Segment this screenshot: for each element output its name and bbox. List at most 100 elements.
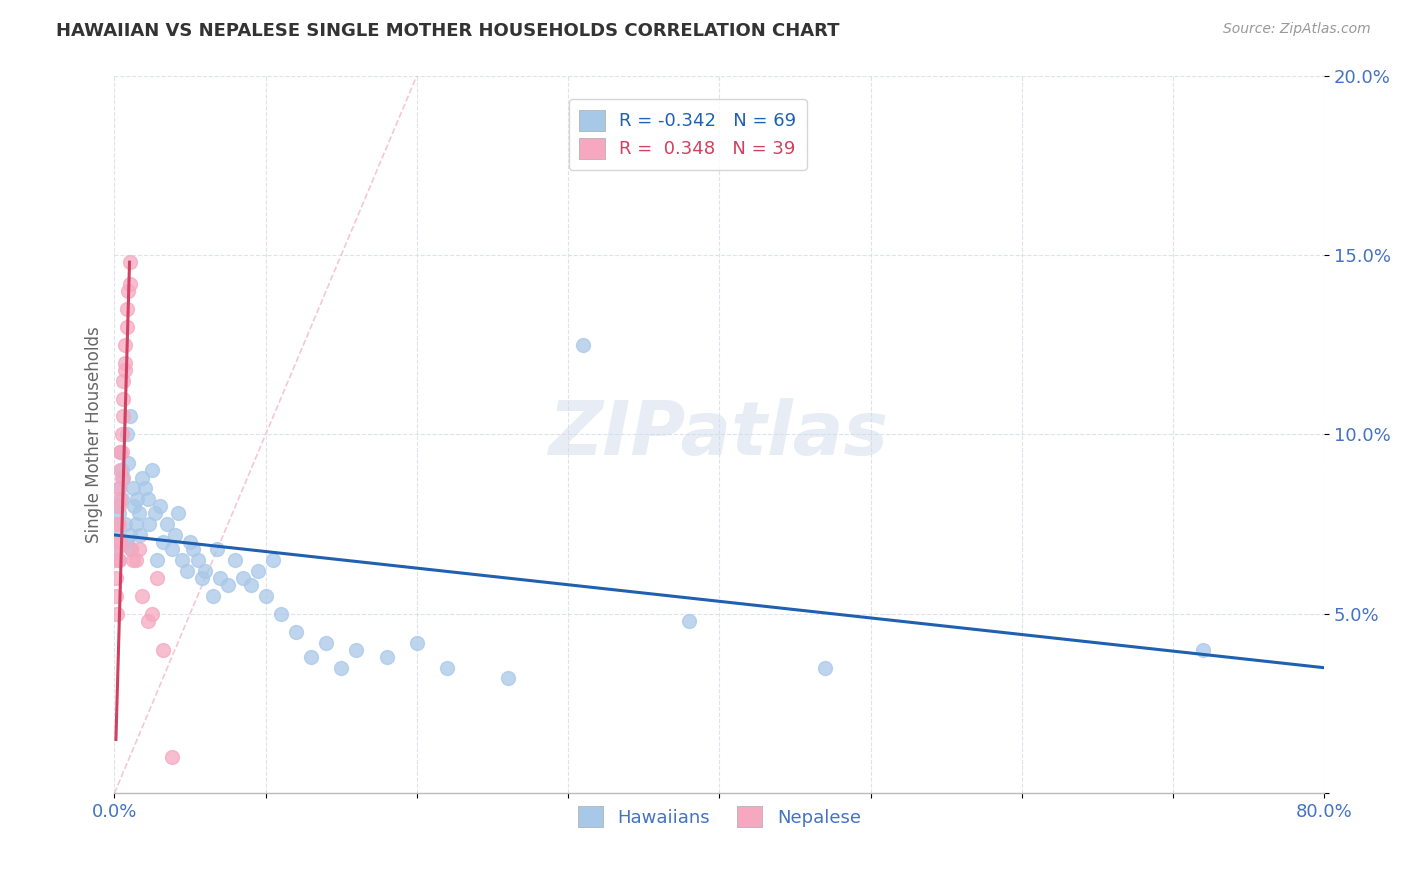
Text: Source: ZipAtlas.com: Source: ZipAtlas.com bbox=[1223, 22, 1371, 37]
Point bbox=[108, 481, 131, 495]
Point bbox=[152, 535, 174, 549]
Point bbox=[299, 650, 322, 665]
Point bbox=[270, 607, 292, 621]
Point bbox=[152, 642, 174, 657]
Text: ZIPatlas: ZIPatlas bbox=[550, 398, 890, 471]
Y-axis label: Single Mother Households: Single Mother Households bbox=[86, 326, 103, 543]
Point bbox=[172, 553, 194, 567]
Point bbox=[115, 319, 138, 334]
Point bbox=[115, 301, 138, 316]
Point bbox=[107, 528, 129, 542]
Point bbox=[375, 650, 398, 665]
Point bbox=[110, 445, 132, 459]
Point bbox=[104, 553, 127, 567]
Point bbox=[108, 553, 131, 567]
Point bbox=[107, 542, 129, 557]
Point bbox=[112, 374, 135, 388]
Point bbox=[678, 614, 700, 628]
Point bbox=[207, 542, 229, 557]
Point bbox=[120, 542, 142, 557]
Point bbox=[176, 564, 198, 578]
Point bbox=[110, 445, 132, 459]
Point bbox=[194, 564, 217, 578]
Point bbox=[124, 517, 146, 532]
Point bbox=[128, 507, 150, 521]
Point bbox=[187, 553, 209, 567]
Point bbox=[141, 463, 163, 477]
Point bbox=[134, 481, 156, 495]
Point bbox=[115, 427, 138, 442]
Point bbox=[104, 542, 127, 557]
Point bbox=[145, 571, 167, 585]
Point bbox=[110, 463, 132, 477]
Point bbox=[114, 356, 136, 370]
Point bbox=[149, 500, 172, 514]
Point bbox=[108, 517, 131, 532]
Point bbox=[118, 255, 141, 269]
Point bbox=[121, 553, 143, 567]
Point bbox=[217, 578, 239, 592]
Point bbox=[128, 542, 150, 557]
Point bbox=[814, 661, 837, 675]
Point bbox=[111, 427, 134, 442]
Point bbox=[136, 614, 159, 628]
Point bbox=[167, 507, 190, 521]
Point bbox=[107, 607, 129, 621]
Point bbox=[108, 553, 131, 567]
Point bbox=[117, 456, 139, 470]
Point bbox=[156, 517, 179, 532]
Point bbox=[191, 571, 214, 585]
Point bbox=[145, 553, 167, 567]
Point bbox=[108, 481, 131, 495]
Point bbox=[104, 517, 127, 532]
Point bbox=[138, 517, 160, 532]
Point bbox=[1192, 642, 1215, 657]
Point bbox=[201, 589, 224, 603]
Point bbox=[436, 661, 458, 675]
Point bbox=[112, 409, 135, 424]
Point bbox=[209, 571, 232, 585]
Point bbox=[108, 500, 131, 514]
Point bbox=[127, 491, 149, 506]
Point bbox=[118, 528, 141, 542]
Point bbox=[181, 542, 204, 557]
Point bbox=[179, 535, 201, 549]
Point bbox=[254, 589, 277, 603]
Point bbox=[111, 491, 134, 506]
Point bbox=[108, 507, 131, 521]
Point bbox=[136, 491, 159, 506]
Legend: Hawaiians, Nepalese: Hawaiians, Nepalese bbox=[571, 799, 868, 835]
Point bbox=[405, 635, 427, 649]
Point bbox=[131, 470, 153, 484]
Point bbox=[114, 363, 136, 377]
Point bbox=[141, 607, 163, 621]
Point bbox=[111, 463, 134, 477]
Point bbox=[118, 409, 141, 424]
Point bbox=[117, 284, 139, 298]
Point bbox=[232, 571, 254, 585]
Point bbox=[496, 672, 519, 686]
Point bbox=[315, 635, 337, 649]
Point bbox=[344, 642, 367, 657]
Point bbox=[284, 624, 307, 639]
Point bbox=[572, 337, 595, 351]
Point bbox=[163, 528, 186, 542]
Point bbox=[115, 535, 138, 549]
Point bbox=[112, 470, 135, 484]
Point bbox=[247, 564, 270, 578]
Point bbox=[111, 445, 134, 459]
Point bbox=[124, 553, 146, 567]
Point bbox=[114, 517, 136, 532]
Point bbox=[110, 491, 132, 506]
Point bbox=[160, 750, 183, 764]
Point bbox=[160, 542, 183, 557]
Point bbox=[143, 507, 166, 521]
Point bbox=[120, 542, 142, 557]
Point bbox=[118, 277, 141, 291]
Point bbox=[110, 535, 132, 549]
Point bbox=[104, 589, 127, 603]
Point bbox=[129, 528, 152, 542]
Point bbox=[121, 481, 143, 495]
Point bbox=[107, 517, 129, 532]
Point bbox=[114, 337, 136, 351]
